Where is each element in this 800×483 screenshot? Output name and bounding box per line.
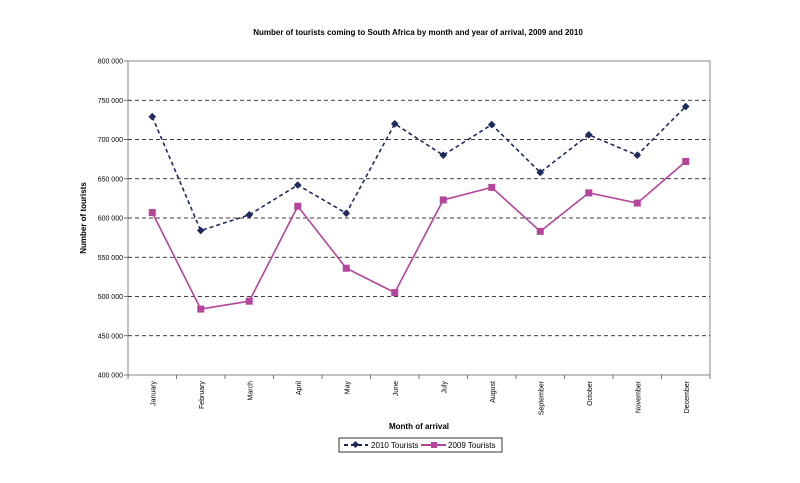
data-point-2009: [488, 183, 496, 191]
legend-box: [338, 437, 503, 453]
data-point-2009: [342, 264, 350, 272]
y-tick-label: 500 000: [98, 294, 123, 301]
data-point-2009: [682, 157, 690, 165]
data-point-2010: [633, 151, 642, 160]
x-axis-label: Month of arrival: [389, 422, 449, 431]
legend-label-2010: 2010 Tourists: [371, 441, 418, 450]
x-tick-label: May: [344, 381, 351, 395]
y-tick-label: 550 000: [98, 255, 123, 262]
x-tick-label: September: [538, 380, 545, 415]
y-tick-label: 650 000: [98, 176, 123, 183]
x-tick-label: March: [247, 381, 254, 401]
data-point-2010: [584, 130, 593, 139]
data-point-2010: [390, 119, 399, 128]
chart-title: Number of tourists coming to South Afric…: [253, 28, 583, 37]
x-tick-label: July: [441, 381, 448, 394]
x-tick-label: November: [635, 380, 642, 413]
data-point-2009: [148, 209, 156, 217]
y-axis-ticks: 400 000 450 000 500 000 550 000 600 000 650 0…: [98, 59, 128, 380]
x-axis-ticks: January February March April May June July Augu…: [127, 375, 711, 415]
data-point-2009: [585, 189, 593, 197]
data-point-2009: [245, 297, 253, 305]
x-tick-label: October: [587, 380, 594, 406]
x-tick-label: June: [393, 381, 400, 396]
legend-label-2009: 2009 Tourists: [448, 441, 495, 450]
x-tick-label: December: [684, 380, 691, 413]
data-point-2010: [536, 168, 545, 177]
data-point-2009: [633, 199, 641, 207]
data-point-2009: [536, 227, 544, 235]
data-point-2009: [294, 202, 302, 210]
legend: 2010 Tourists 2009 Tourists: [338, 437, 503, 453]
y-axis-label: Number of tourists: [79, 182, 88, 254]
legend-marker-2010: [351, 440, 360, 449]
y-tick-label: 450 000: [98, 333, 123, 340]
y-tick-label: 800 000: [98, 59, 123, 66]
data-point-2009: [391, 289, 399, 297]
data-point-2009: [197, 305, 205, 313]
legend-marker-2009: [431, 442, 437, 448]
x-tick-label: February: [199, 381, 206, 410]
series-line-2009: [151, 160, 687, 310]
y-tick-label: 700 000: [98, 137, 123, 144]
y-tick-label: 600 000: [98, 216, 123, 223]
x-tick-label: August: [490, 381, 497, 403]
y-tick-label: 750 000: [98, 98, 123, 105]
data-point-2010: [681, 102, 690, 111]
x-tick-label: January: [150, 381, 157, 406]
x-tick-label: April: [296, 381, 303, 395]
gridlines: [128, 99, 710, 337]
y-tick-label: 400 000: [98, 373, 123, 380]
data-point-2009: [439, 196, 447, 204]
